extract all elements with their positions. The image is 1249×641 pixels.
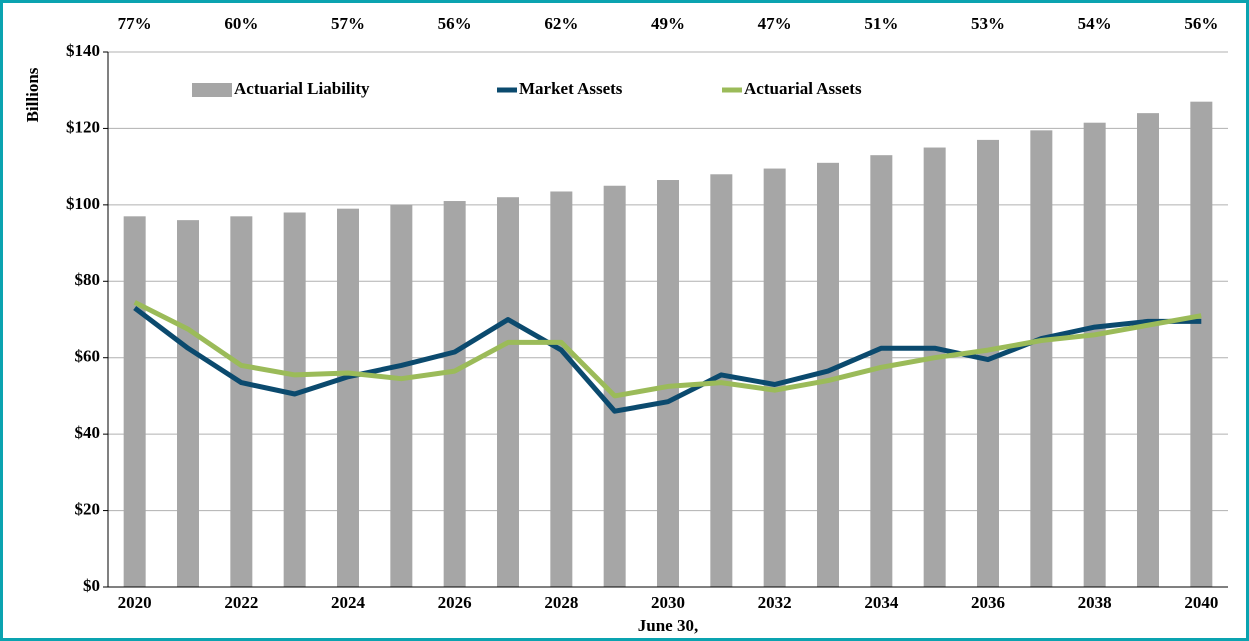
bar bbox=[1137, 113, 1159, 588]
top-label: 54% bbox=[1078, 14, 1112, 33]
top-label: 57% bbox=[331, 14, 365, 33]
bar bbox=[1083, 122, 1106, 588]
y-tick-label: $120 bbox=[66, 117, 100, 136]
x-tick-label: 2030 bbox=[651, 593, 685, 612]
top-label: 77% bbox=[118, 14, 152, 33]
y-tick-label: $20 bbox=[75, 499, 101, 518]
x-tick-label: 2032 bbox=[758, 593, 792, 612]
line bbox=[133, 300, 1202, 399]
top-label: 51% bbox=[864, 14, 898, 33]
top-label: 47% bbox=[758, 14, 792, 33]
x-tick-label: 2036 bbox=[971, 593, 1005, 612]
top-label: 49% bbox=[651, 14, 685, 33]
bar bbox=[817, 162, 839, 588]
bar bbox=[657, 180, 679, 587]
legend-label: Actuarial Liability bbox=[234, 79, 370, 98]
x-tick-label: 2028 bbox=[544, 593, 578, 612]
bar bbox=[497, 197, 519, 587]
y-tick-label: $100 bbox=[66, 194, 100, 213]
y-axis-label: Billions bbox=[23, 67, 42, 122]
x-tick-label: 2020 bbox=[118, 593, 152, 612]
bar bbox=[1190, 101, 1213, 587]
bar bbox=[1030, 130, 1053, 587]
bar bbox=[870, 155, 893, 587]
x-tick-label: 2022 bbox=[224, 593, 258, 612]
bar bbox=[550, 191, 573, 587]
top-label: 56% bbox=[1184, 14, 1218, 33]
x-axis-label: June 30, bbox=[638, 616, 698, 635]
bar bbox=[763, 168, 786, 587]
legend-label: Market Assets bbox=[519, 79, 623, 98]
y-tick-label: $140 bbox=[66, 41, 100, 60]
y-tick-label: $40 bbox=[75, 423, 101, 442]
top-label: 53% bbox=[971, 14, 1005, 33]
y-tick-label: $0 bbox=[83, 576, 100, 595]
bar bbox=[230, 216, 253, 588]
x-tick-label: 2040 bbox=[1184, 593, 1218, 612]
x-tick-label: 2024 bbox=[331, 593, 366, 612]
bar bbox=[177, 220, 199, 587]
bar bbox=[390, 204, 413, 587]
x-tick-label: 2038 bbox=[1078, 593, 1112, 612]
legend-swatch bbox=[192, 83, 232, 97]
bar bbox=[603, 185, 626, 587]
top-label: 60% bbox=[224, 14, 258, 33]
y-tick-label: $60 bbox=[75, 347, 101, 366]
top-label: 56% bbox=[438, 14, 472, 33]
bar bbox=[977, 139, 999, 587]
x-tick-label: 2034 bbox=[864, 593, 899, 612]
bar bbox=[337, 208, 359, 587]
top-label: 62% bbox=[544, 14, 578, 33]
bar bbox=[123, 216, 146, 588]
bar bbox=[443, 201, 466, 588]
x-tick-label: 2026 bbox=[438, 593, 472, 612]
legend-label: Actuarial Assets bbox=[744, 79, 862, 98]
bar bbox=[283, 212, 306, 587]
y-tick-label: $80 bbox=[75, 270, 101, 289]
bar bbox=[923, 147, 946, 588]
